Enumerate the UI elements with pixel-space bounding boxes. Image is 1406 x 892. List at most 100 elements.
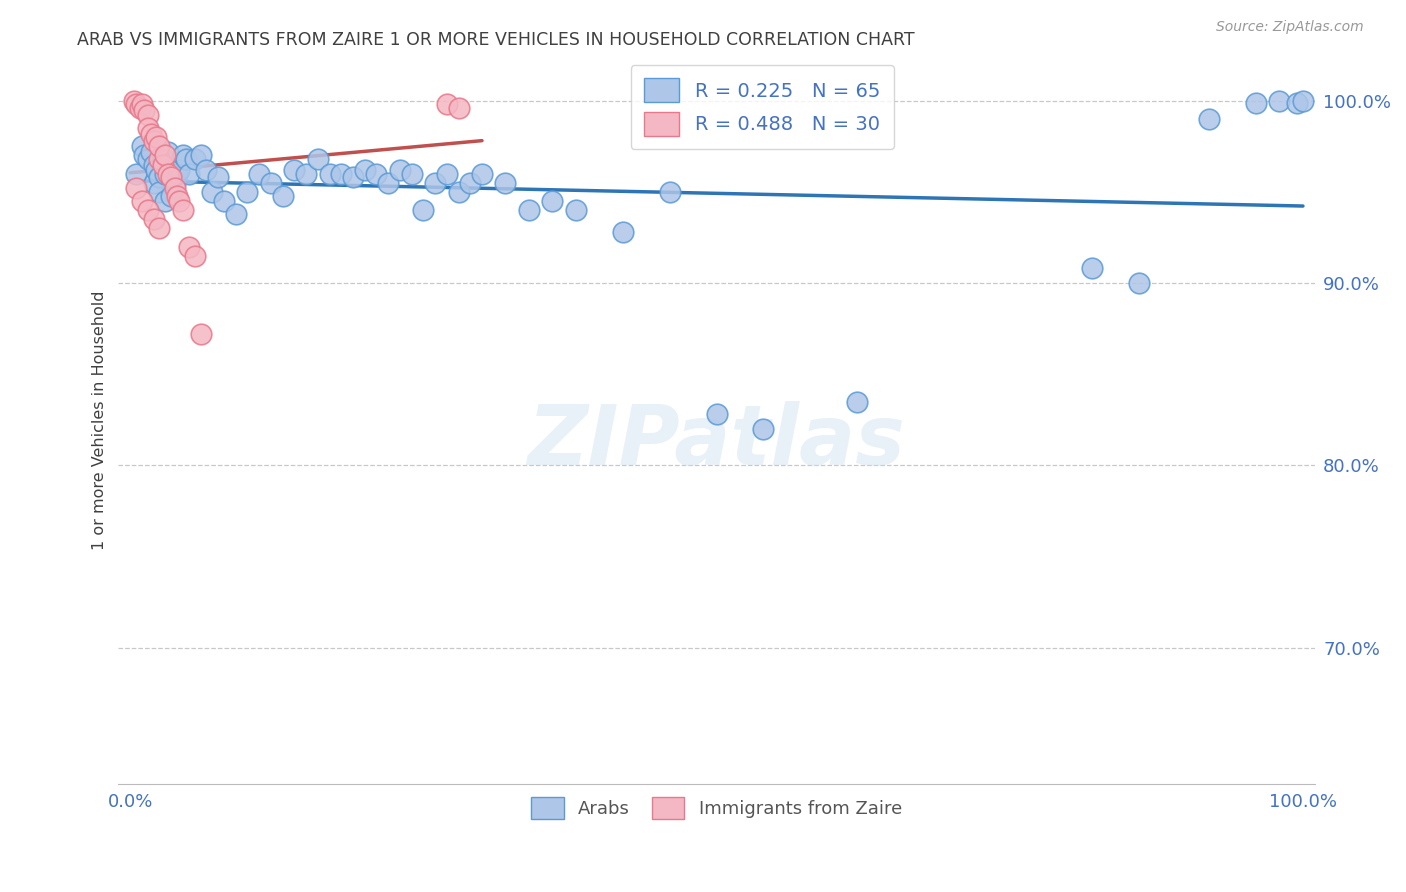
Point: [412, 203, 434, 218]
Point: [436, 167, 458, 181]
Point: [125, 97, 148, 112]
Point: [517, 203, 540, 218]
Point: [247, 167, 270, 181]
Point: [128, 101, 150, 115]
Point: [155, 194, 177, 208]
Point: [225, 207, 247, 221]
Point: [163, 176, 186, 190]
Point: [136, 203, 159, 218]
Point: [342, 170, 364, 185]
Point: [471, 167, 494, 181]
Point: [141, 127, 163, 141]
Point: [160, 188, 183, 202]
Point: [131, 97, 153, 112]
Text: ZIPatlas: ZIPatlas: [527, 401, 905, 483]
Point: [201, 185, 224, 199]
Point: [447, 185, 470, 199]
Point: [1198, 112, 1220, 126]
Point: [207, 170, 229, 185]
Point: [1286, 95, 1309, 110]
Point: [388, 163, 411, 178]
Point: [212, 194, 235, 208]
Point: [401, 167, 423, 181]
Point: [166, 188, 188, 202]
Point: [283, 163, 305, 178]
Point: [148, 152, 170, 166]
Text: ARAB VS IMMIGRANTS FROM ZAIRE 1 OR MORE VEHICLES IN HOUSEHOLD CORRELATION CHART: ARAB VS IMMIGRANTS FROM ZAIRE 1 OR MORE …: [77, 31, 915, 49]
Point: [458, 176, 481, 190]
Point: [148, 139, 170, 153]
Point: [541, 194, 564, 208]
Point: [142, 134, 165, 148]
Point: [1292, 94, 1315, 108]
Y-axis label: 1 or more Vehicles in Household: 1 or more Vehicles in Household: [93, 290, 107, 549]
Point: [160, 170, 183, 185]
Point: [142, 212, 165, 227]
Point: [166, 167, 188, 181]
Point: [148, 185, 170, 199]
Point: [163, 181, 186, 195]
Point: [195, 163, 218, 178]
Point: [148, 221, 170, 235]
Point: [706, 407, 728, 421]
Point: [271, 188, 294, 202]
Point: [236, 185, 259, 199]
Point: [134, 148, 156, 162]
Point: [152, 152, 174, 166]
Point: [155, 167, 177, 181]
Point: [131, 194, 153, 208]
Point: [447, 101, 470, 115]
Point: [1244, 95, 1267, 110]
Point: [1268, 94, 1291, 108]
Point: [565, 203, 588, 218]
Point: [172, 148, 194, 162]
Point: [125, 167, 148, 181]
Point: [152, 157, 174, 171]
Legend: Arabs, Immigrants from Zaire: Arabs, Immigrants from Zaire: [524, 790, 910, 827]
Point: [318, 167, 340, 181]
Point: [169, 194, 191, 208]
Point: [156, 145, 179, 159]
Point: [125, 181, 148, 195]
Point: [134, 103, 156, 117]
Point: [423, 176, 446, 190]
Point: [172, 203, 194, 218]
Point: [145, 130, 167, 145]
Point: [752, 422, 775, 436]
Point: [190, 327, 212, 342]
Point: [1081, 261, 1104, 276]
Point: [169, 163, 191, 178]
Point: [183, 249, 205, 263]
Point: [307, 152, 329, 166]
Point: [155, 148, 177, 162]
Text: Source: ZipAtlas.com: Source: ZipAtlas.com: [1216, 20, 1364, 34]
Point: [353, 163, 375, 178]
Point: [377, 176, 399, 190]
Point: [176, 152, 198, 166]
Point: [177, 239, 200, 253]
Point: [145, 163, 167, 178]
Point: [183, 152, 205, 166]
Point: [612, 225, 634, 239]
Point: [494, 176, 516, 190]
Point: [330, 167, 353, 181]
Point: [136, 152, 159, 166]
Point: [190, 148, 212, 162]
Point: [136, 121, 159, 136]
Point: [141, 145, 163, 159]
Point: [131, 139, 153, 153]
Point: [136, 108, 159, 122]
Point: [260, 176, 283, 190]
Point: [122, 94, 145, 108]
Point: [148, 170, 170, 185]
Point: [156, 167, 179, 181]
Point: [142, 157, 165, 171]
Point: [366, 167, 388, 181]
Point: [846, 394, 869, 409]
Point: [142, 176, 165, 190]
Point: [1128, 276, 1150, 290]
Point: [177, 167, 200, 181]
Point: [436, 97, 458, 112]
Point: [658, 185, 681, 199]
Point: [295, 167, 318, 181]
